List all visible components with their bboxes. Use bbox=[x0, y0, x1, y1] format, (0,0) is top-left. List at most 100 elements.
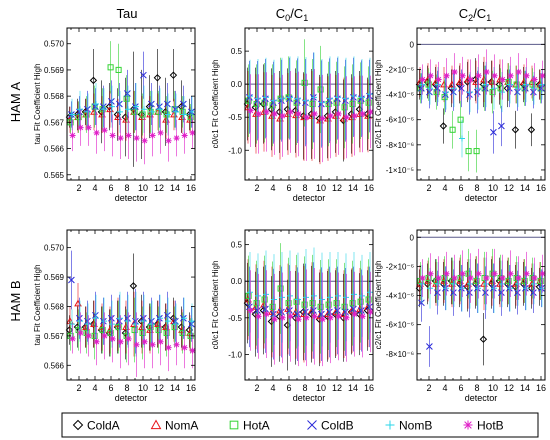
y-tick-label: -4×10⁻⁶ bbox=[386, 91, 414, 100]
data-point bbox=[246, 303, 253, 311]
legend-label: HotA bbox=[243, 419, 270, 433]
data-point bbox=[309, 300, 316, 307]
data-point bbox=[350, 305, 357, 313]
data-point bbox=[507, 270, 514, 277]
data-point bbox=[351, 93, 357, 100]
data-point bbox=[287, 292, 293, 299]
data-point bbox=[122, 115, 130, 123]
data-point bbox=[539, 81, 545, 88]
data-point bbox=[531, 85, 537, 92]
data-point bbox=[247, 307, 254, 314]
data-point bbox=[483, 275, 490, 282]
data-point bbox=[515, 68, 522, 75]
data-point bbox=[254, 307, 261, 314]
data-point bbox=[301, 301, 308, 308]
data-point bbox=[93, 129, 100, 136]
data-point bbox=[443, 72, 450, 79]
y-tick-label: 0.569 bbox=[44, 273, 65, 282]
data-point bbox=[149, 321, 155, 328]
legend-item-nomb: NomB bbox=[385, 419, 432, 433]
data-point bbox=[343, 114, 350, 121]
data-point bbox=[69, 132, 76, 139]
data-point bbox=[531, 76, 538, 83]
data-point bbox=[427, 72, 434, 79]
data-point bbox=[466, 91, 473, 98]
x-tick-label: 14 bbox=[348, 183, 358, 193]
y-axis-label: tau Fit Coefficient High bbox=[33, 265, 42, 346]
data-point bbox=[490, 128, 497, 136]
data-point bbox=[246, 94, 253, 101]
data-point bbox=[172, 105, 179, 113]
data-point bbox=[139, 111, 146, 118]
x-tick-label: 16 bbox=[536, 383, 546, 393]
data-point bbox=[475, 285, 481, 292]
data-point bbox=[459, 285, 465, 292]
data-point bbox=[317, 303, 324, 310]
data-point bbox=[169, 71, 178, 79]
data-point bbox=[279, 314, 286, 321]
y-tick-label: 0.566 bbox=[44, 361, 65, 370]
x-tick-label: 6 bbox=[108, 383, 113, 393]
data-point bbox=[77, 329, 84, 336]
data-point bbox=[367, 91, 373, 98]
x-tick-label: 4 bbox=[270, 383, 275, 393]
data-point bbox=[365, 296, 372, 303]
data-point bbox=[157, 338, 164, 345]
data-point bbox=[334, 95, 341, 103]
data-point bbox=[117, 315, 123, 322]
data-point bbox=[247, 93, 253, 100]
data-point bbox=[309, 100, 316, 108]
data-point bbox=[84, 105, 91, 113]
data-point bbox=[427, 285, 433, 292]
data-point bbox=[109, 103, 115, 110]
data-point bbox=[483, 68, 490, 75]
data-point bbox=[271, 296, 277, 303]
data-point bbox=[129, 282, 138, 290]
panel-2: 2 4 6 8 10 12 14 16 detector -1.0 -0.5 0.0 0.5 c0/c1 … bbox=[211, 27, 374, 203]
data-point bbox=[262, 95, 269, 103]
legend-marker bbox=[229, 420, 239, 430]
data-point bbox=[499, 89, 505, 96]
data-point bbox=[181, 132, 188, 139]
data-point bbox=[481, 85, 488, 92]
data-point bbox=[269, 303, 276, 310]
data-point bbox=[180, 100, 187, 108]
y-tick-label: -8×10⁻⁶ bbox=[386, 350, 414, 359]
data-point bbox=[521, 85, 528, 92]
data-point bbox=[157, 129, 164, 136]
data-point bbox=[85, 332, 92, 339]
data-point bbox=[505, 277, 512, 285]
data-point bbox=[334, 307, 341, 314]
legend-item-noma: NomA bbox=[150, 419, 198, 433]
data-point bbox=[327, 314, 334, 321]
column-title-c0-c1: C0/C1 bbox=[276, 6, 308, 23]
data-point bbox=[302, 308, 309, 316]
data-point bbox=[327, 112, 334, 119]
data-point bbox=[124, 314, 131, 322]
data-point bbox=[255, 292, 261, 299]
data-point bbox=[116, 317, 123, 325]
data-point bbox=[164, 100, 171, 108]
data-point bbox=[498, 289, 505, 296]
data-point bbox=[441, 94, 448, 101]
data-point bbox=[263, 94, 269, 101]
data-point bbox=[77, 106, 83, 113]
data-point bbox=[125, 106, 131, 113]
data-point bbox=[287, 313, 294, 320]
data-point bbox=[179, 329, 186, 336]
data-point bbox=[310, 307, 317, 314]
data-point bbox=[277, 285, 284, 292]
series-hota bbox=[245, 243, 372, 354]
data-point bbox=[443, 89, 449, 96]
data-point bbox=[141, 137, 148, 144]
x-tick-label: 16 bbox=[364, 183, 374, 193]
y-tick-label: 0 bbox=[410, 40, 415, 49]
data-point bbox=[279, 95, 285, 102]
x-tick-label: 6 bbox=[458, 183, 463, 193]
y-axis-label: c0/c1 Fit Coefficient High bbox=[211, 261, 220, 350]
x-tick-label: 6 bbox=[108, 183, 113, 193]
data-point bbox=[451, 280, 457, 287]
data-point bbox=[165, 137, 172, 144]
x-tick-label: 4 bbox=[270, 183, 275, 193]
legend-label: ColdB bbox=[321, 419, 354, 433]
